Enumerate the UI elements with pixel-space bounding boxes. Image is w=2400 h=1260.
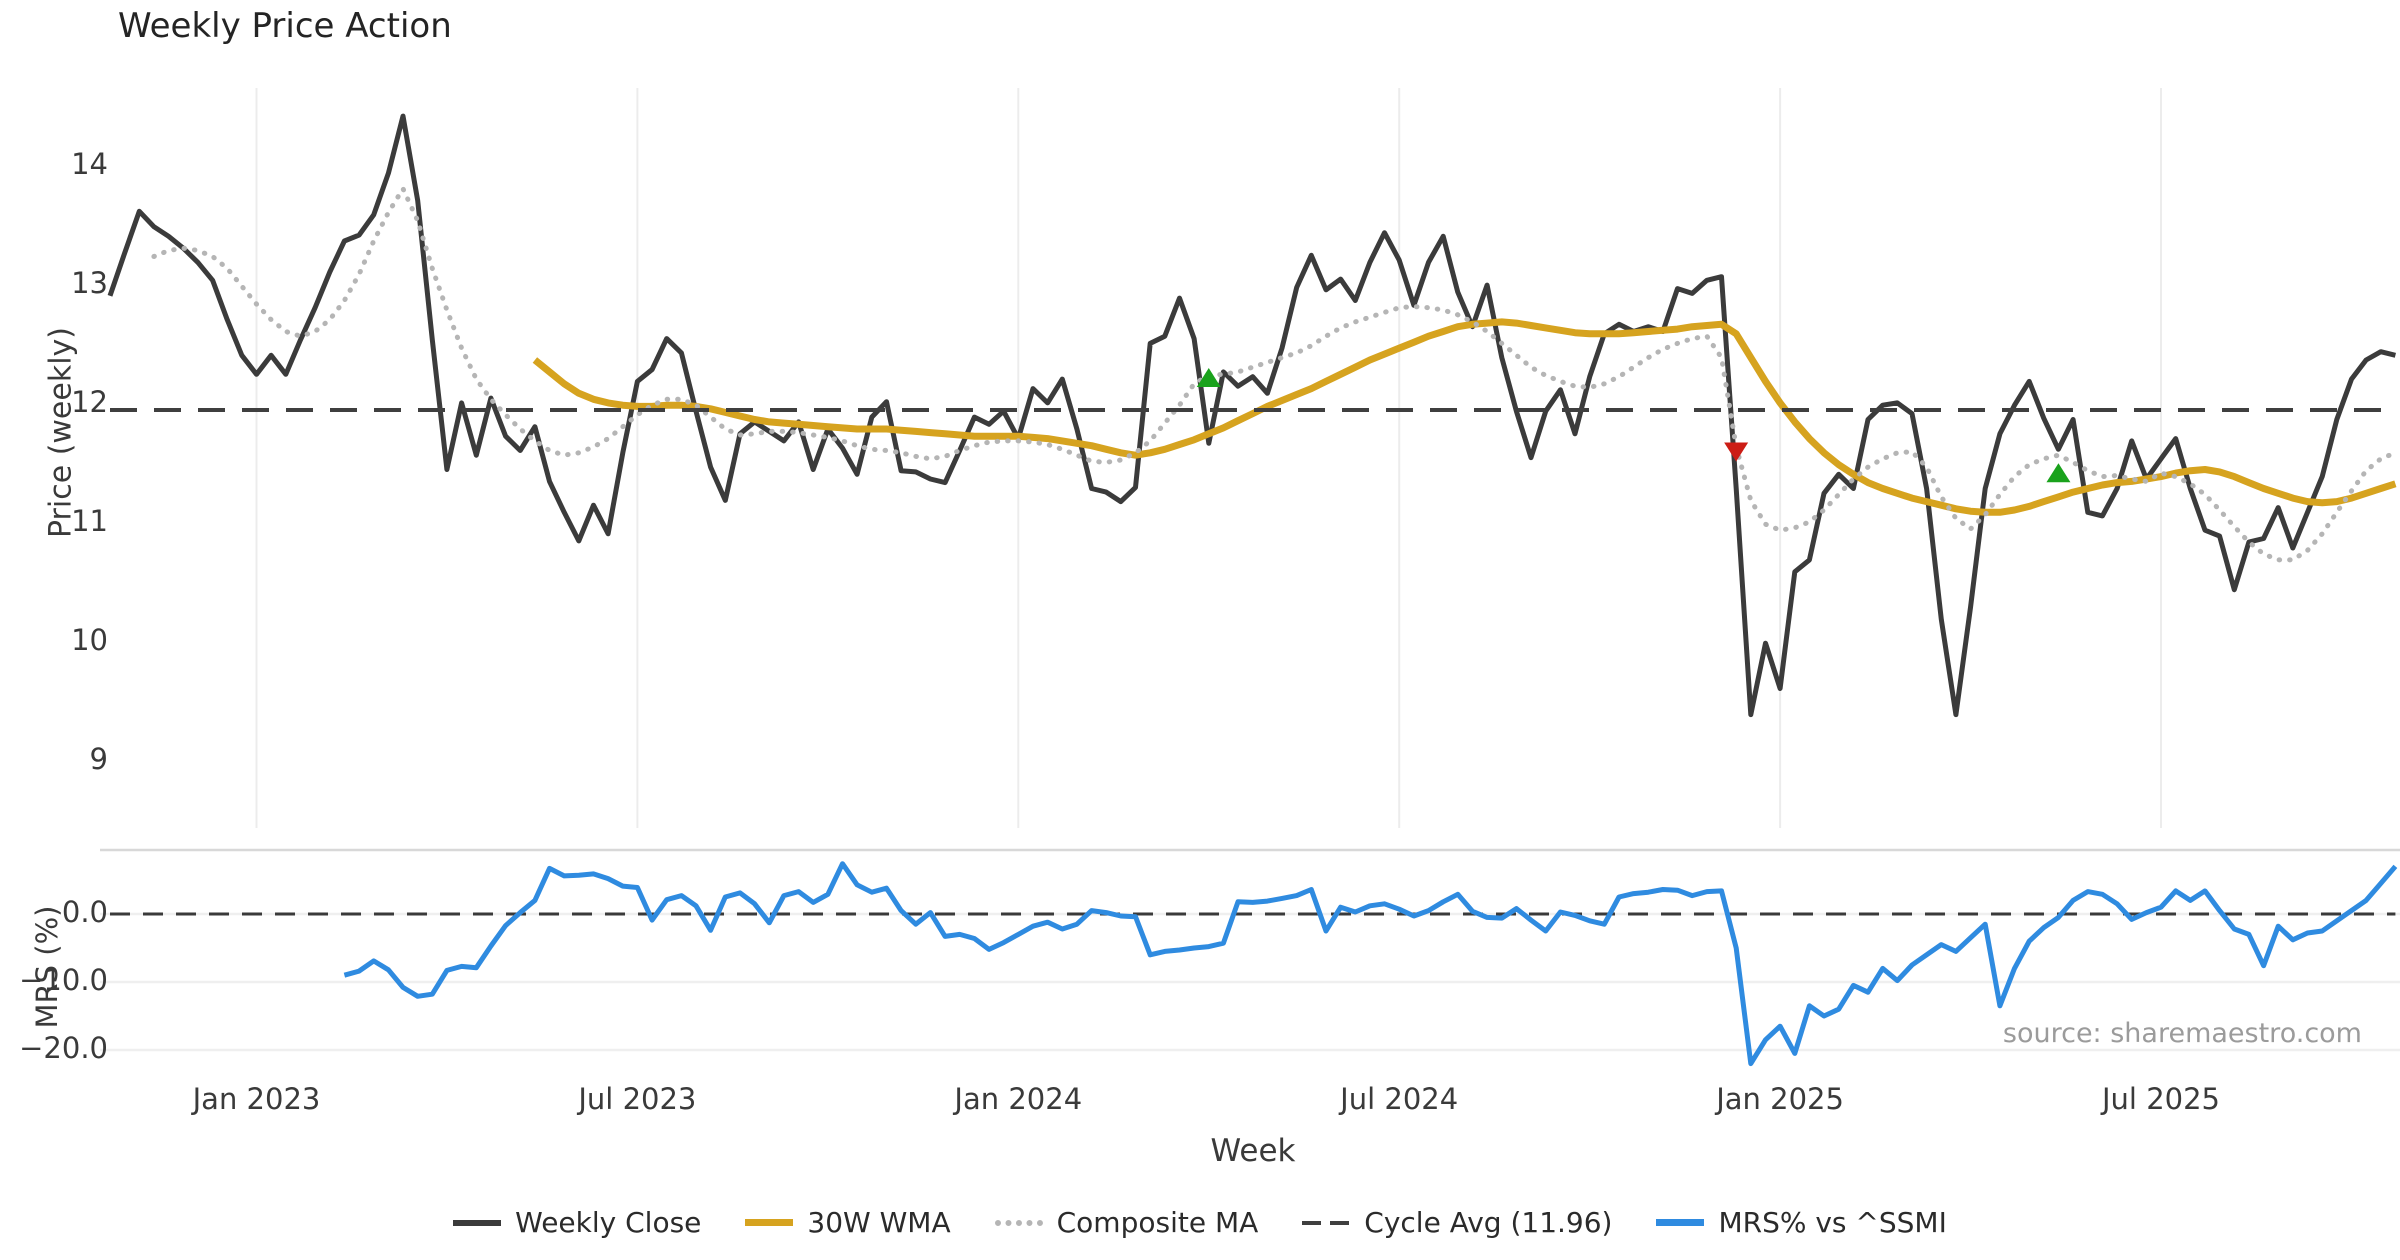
sell-signal-marker xyxy=(1724,442,1749,462)
x-tick-label: Jul 2024 xyxy=(1340,1082,1459,1116)
legend-item: Cycle Avg (11.96) xyxy=(1302,1206,1612,1239)
legend-item: Weekly Close xyxy=(453,1206,701,1239)
mrs-ytick-label: −20.0 xyxy=(19,1031,108,1065)
x-axis-title: Week xyxy=(1210,1133,1296,1169)
buy-signal-marker xyxy=(2046,463,2071,483)
series-30w-wma xyxy=(532,318,2397,516)
legend-item: 30W WMA xyxy=(745,1206,951,1239)
buy-signal-marker xyxy=(1196,368,1221,388)
series-weekly-close xyxy=(107,113,2396,718)
x-tick-label: Jan 2023 xyxy=(192,1082,321,1116)
x-tick-label: Jan 2024 xyxy=(954,1082,1083,1116)
legend-line-sample xyxy=(1656,1219,1705,1226)
price-ytick-label: 10 xyxy=(71,623,108,658)
chart-title: Weekly Price Action xyxy=(118,6,452,46)
legend-label: 30W WMA xyxy=(807,1206,951,1239)
mrs-ytick-label: −10.0 xyxy=(19,963,108,997)
x-tick-label: Jan 2025 xyxy=(1716,1082,1844,1116)
price-ytick-label: 13 xyxy=(71,266,108,301)
legend-line-sample xyxy=(453,1219,502,1226)
legend-line-sample xyxy=(994,1219,1043,1226)
x-tick-label: Jul 2025 xyxy=(2101,1082,2220,1116)
legend-item: MRS% vs ^SSMI xyxy=(1656,1206,1947,1239)
legend-label: MRS% vs ^SSMI xyxy=(1718,1206,1947,1239)
legend-item: Composite MA xyxy=(994,1206,1259,1239)
chart-legend: Weekly Close 30W WMA Composite MA Cycle Avg… xyxy=(0,1206,2400,1239)
legend-label: Composite MA xyxy=(1056,1206,1259,1239)
price-ytick-label: 11 xyxy=(71,504,108,539)
source-attribution: source: sharemaestro.com xyxy=(2002,1018,2362,1049)
legend-line-sample xyxy=(745,1219,794,1226)
x-tick-label: Jul 2023 xyxy=(578,1082,697,1116)
series-mrs-vs-ssmi xyxy=(343,861,2398,1067)
legend-label: Weekly Close xyxy=(515,1206,702,1239)
legend-label: Cycle Avg (11.96) xyxy=(1364,1206,1613,1239)
price-ytick-label: 14 xyxy=(71,147,108,182)
legend-line-sample xyxy=(1302,1220,1350,1225)
price-ytick-label: 12 xyxy=(71,385,108,420)
price-ytick-label: 9 xyxy=(89,742,108,777)
mrs-ytick-label: 0.0 xyxy=(61,895,108,929)
